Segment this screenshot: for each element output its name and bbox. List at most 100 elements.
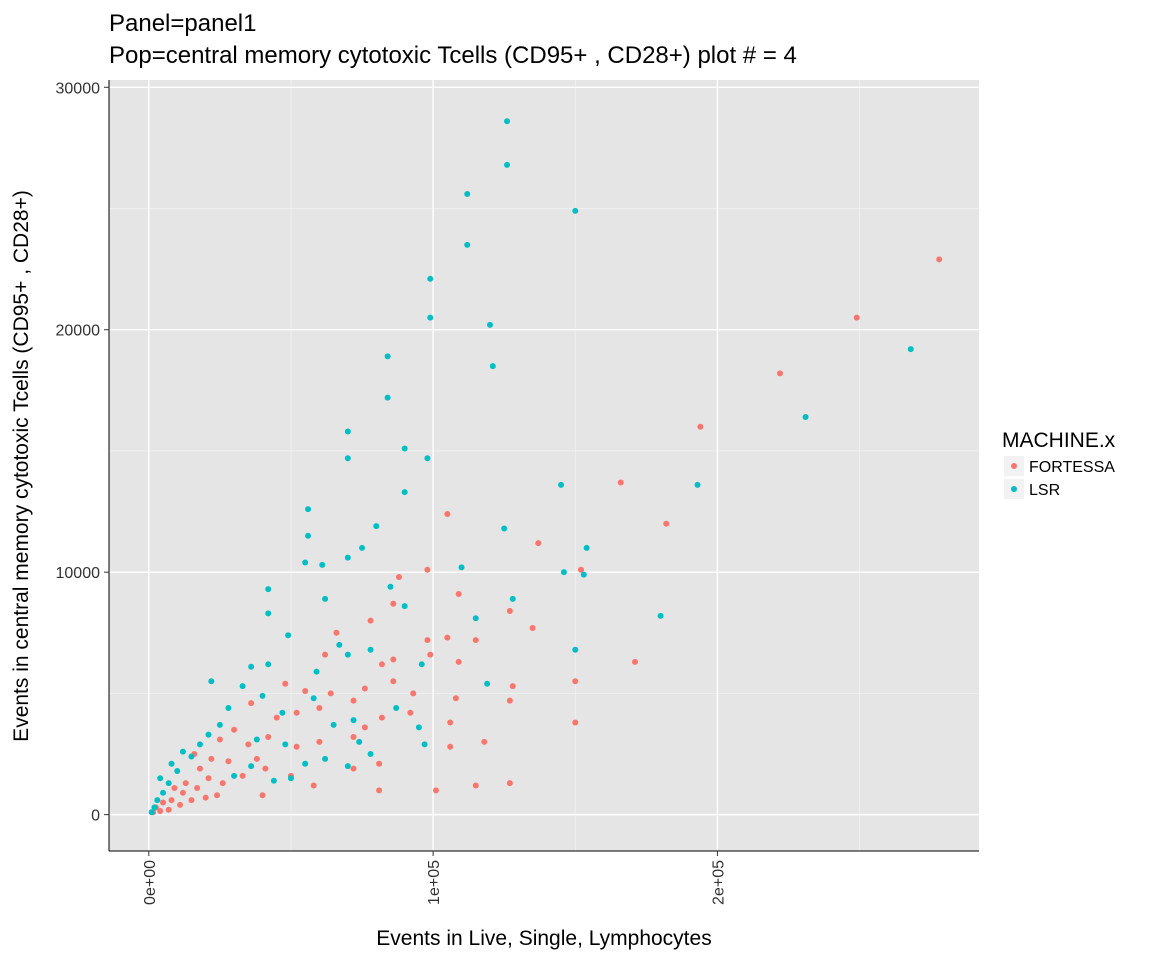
data-point [447,719,454,726]
data-point [384,394,391,401]
data-point [179,748,186,755]
data-point [322,755,329,762]
legend-dot-lsr [1011,486,1017,492]
data-point [631,658,638,665]
data-point [464,190,471,197]
data-point [168,797,175,804]
data-point [484,680,491,687]
data-point [617,479,624,486]
data-point [310,695,317,702]
data-point [265,734,272,741]
data-point [205,775,212,782]
data-point [270,777,277,784]
data-point [367,646,374,653]
data-point [302,687,309,694]
data-point [447,743,454,750]
data-point [165,780,172,787]
data-point [361,685,368,692]
data-point [327,690,334,697]
data-point [253,755,260,762]
data-point [259,692,266,699]
data-point [279,709,286,716]
data-point [560,569,567,576]
x-tick-label: 0e+00 [142,860,159,905]
data-point [196,741,203,748]
data-point [305,506,312,513]
data-point [344,428,351,435]
data-point [305,532,312,539]
data-point [509,683,516,690]
data-point [336,641,343,648]
data-point [157,775,164,782]
data-point [171,784,178,791]
data-point [225,704,232,711]
y-axis-title: Events in central memory cytotoxic Tcell… [10,190,33,742]
data-point [174,767,181,774]
data-point [401,445,408,452]
data-point [293,743,300,750]
data-point [273,714,280,721]
data-point [501,525,508,532]
data-point [853,314,860,321]
data-point [384,353,391,360]
data-point [486,321,493,328]
data-point [194,784,201,791]
data-point [558,481,565,488]
data-point [424,566,431,573]
data-point [350,734,357,741]
data-point [455,591,462,597]
data-point [455,658,462,665]
data-point [313,668,320,675]
data-point [262,765,269,772]
data-point [583,544,590,551]
data-point [282,680,289,687]
plot-panel [109,80,979,851]
data-point [214,792,221,799]
data-point [248,763,255,770]
x-tick-label: 1e+05 [426,860,443,905]
x-tick-label: 2e+05 [710,860,727,905]
data-point [225,758,232,765]
data-point [208,755,215,762]
grid-major [109,80,979,851]
data-point [694,481,701,488]
data-point [378,714,385,721]
data-point [216,721,223,728]
data-point [239,772,246,779]
data-point [202,794,209,801]
series-fortessa [150,256,943,816]
data-point [208,678,215,685]
data-point [259,792,266,799]
data-point [231,772,238,779]
data-point [936,256,943,263]
data-point [350,765,357,772]
data-point [265,586,272,593]
data-point [248,663,255,670]
data-point [205,731,212,738]
data-point [344,651,351,658]
y-tick-label: 0 [91,808,100,825]
data-point [168,760,175,767]
chart-subtitle: Pop=central memory cytotoxic Tcells (CD9… [109,42,797,69]
data-point [160,789,167,796]
data-point [393,704,400,711]
legend-title: MACHINE.x [1002,429,1116,452]
data-point [504,118,511,125]
data-point [472,637,479,644]
series-lsr [148,118,914,816]
data-point [316,738,323,745]
data-point [776,370,783,377]
data-point [535,540,542,547]
data-point [572,719,579,726]
data-point [401,489,408,496]
legend-dot-fortessa [1011,463,1017,469]
data-point [248,700,255,707]
data-point [253,736,260,743]
data-point [390,656,397,663]
data-point [188,753,195,760]
x-axis-title: Events in Live, Single, Lymphocytes [376,927,711,950]
data-points [148,118,943,816]
data-point [160,799,167,806]
x-axis-ticks: 0e+00 1e+05 2e+05 [142,851,727,905]
